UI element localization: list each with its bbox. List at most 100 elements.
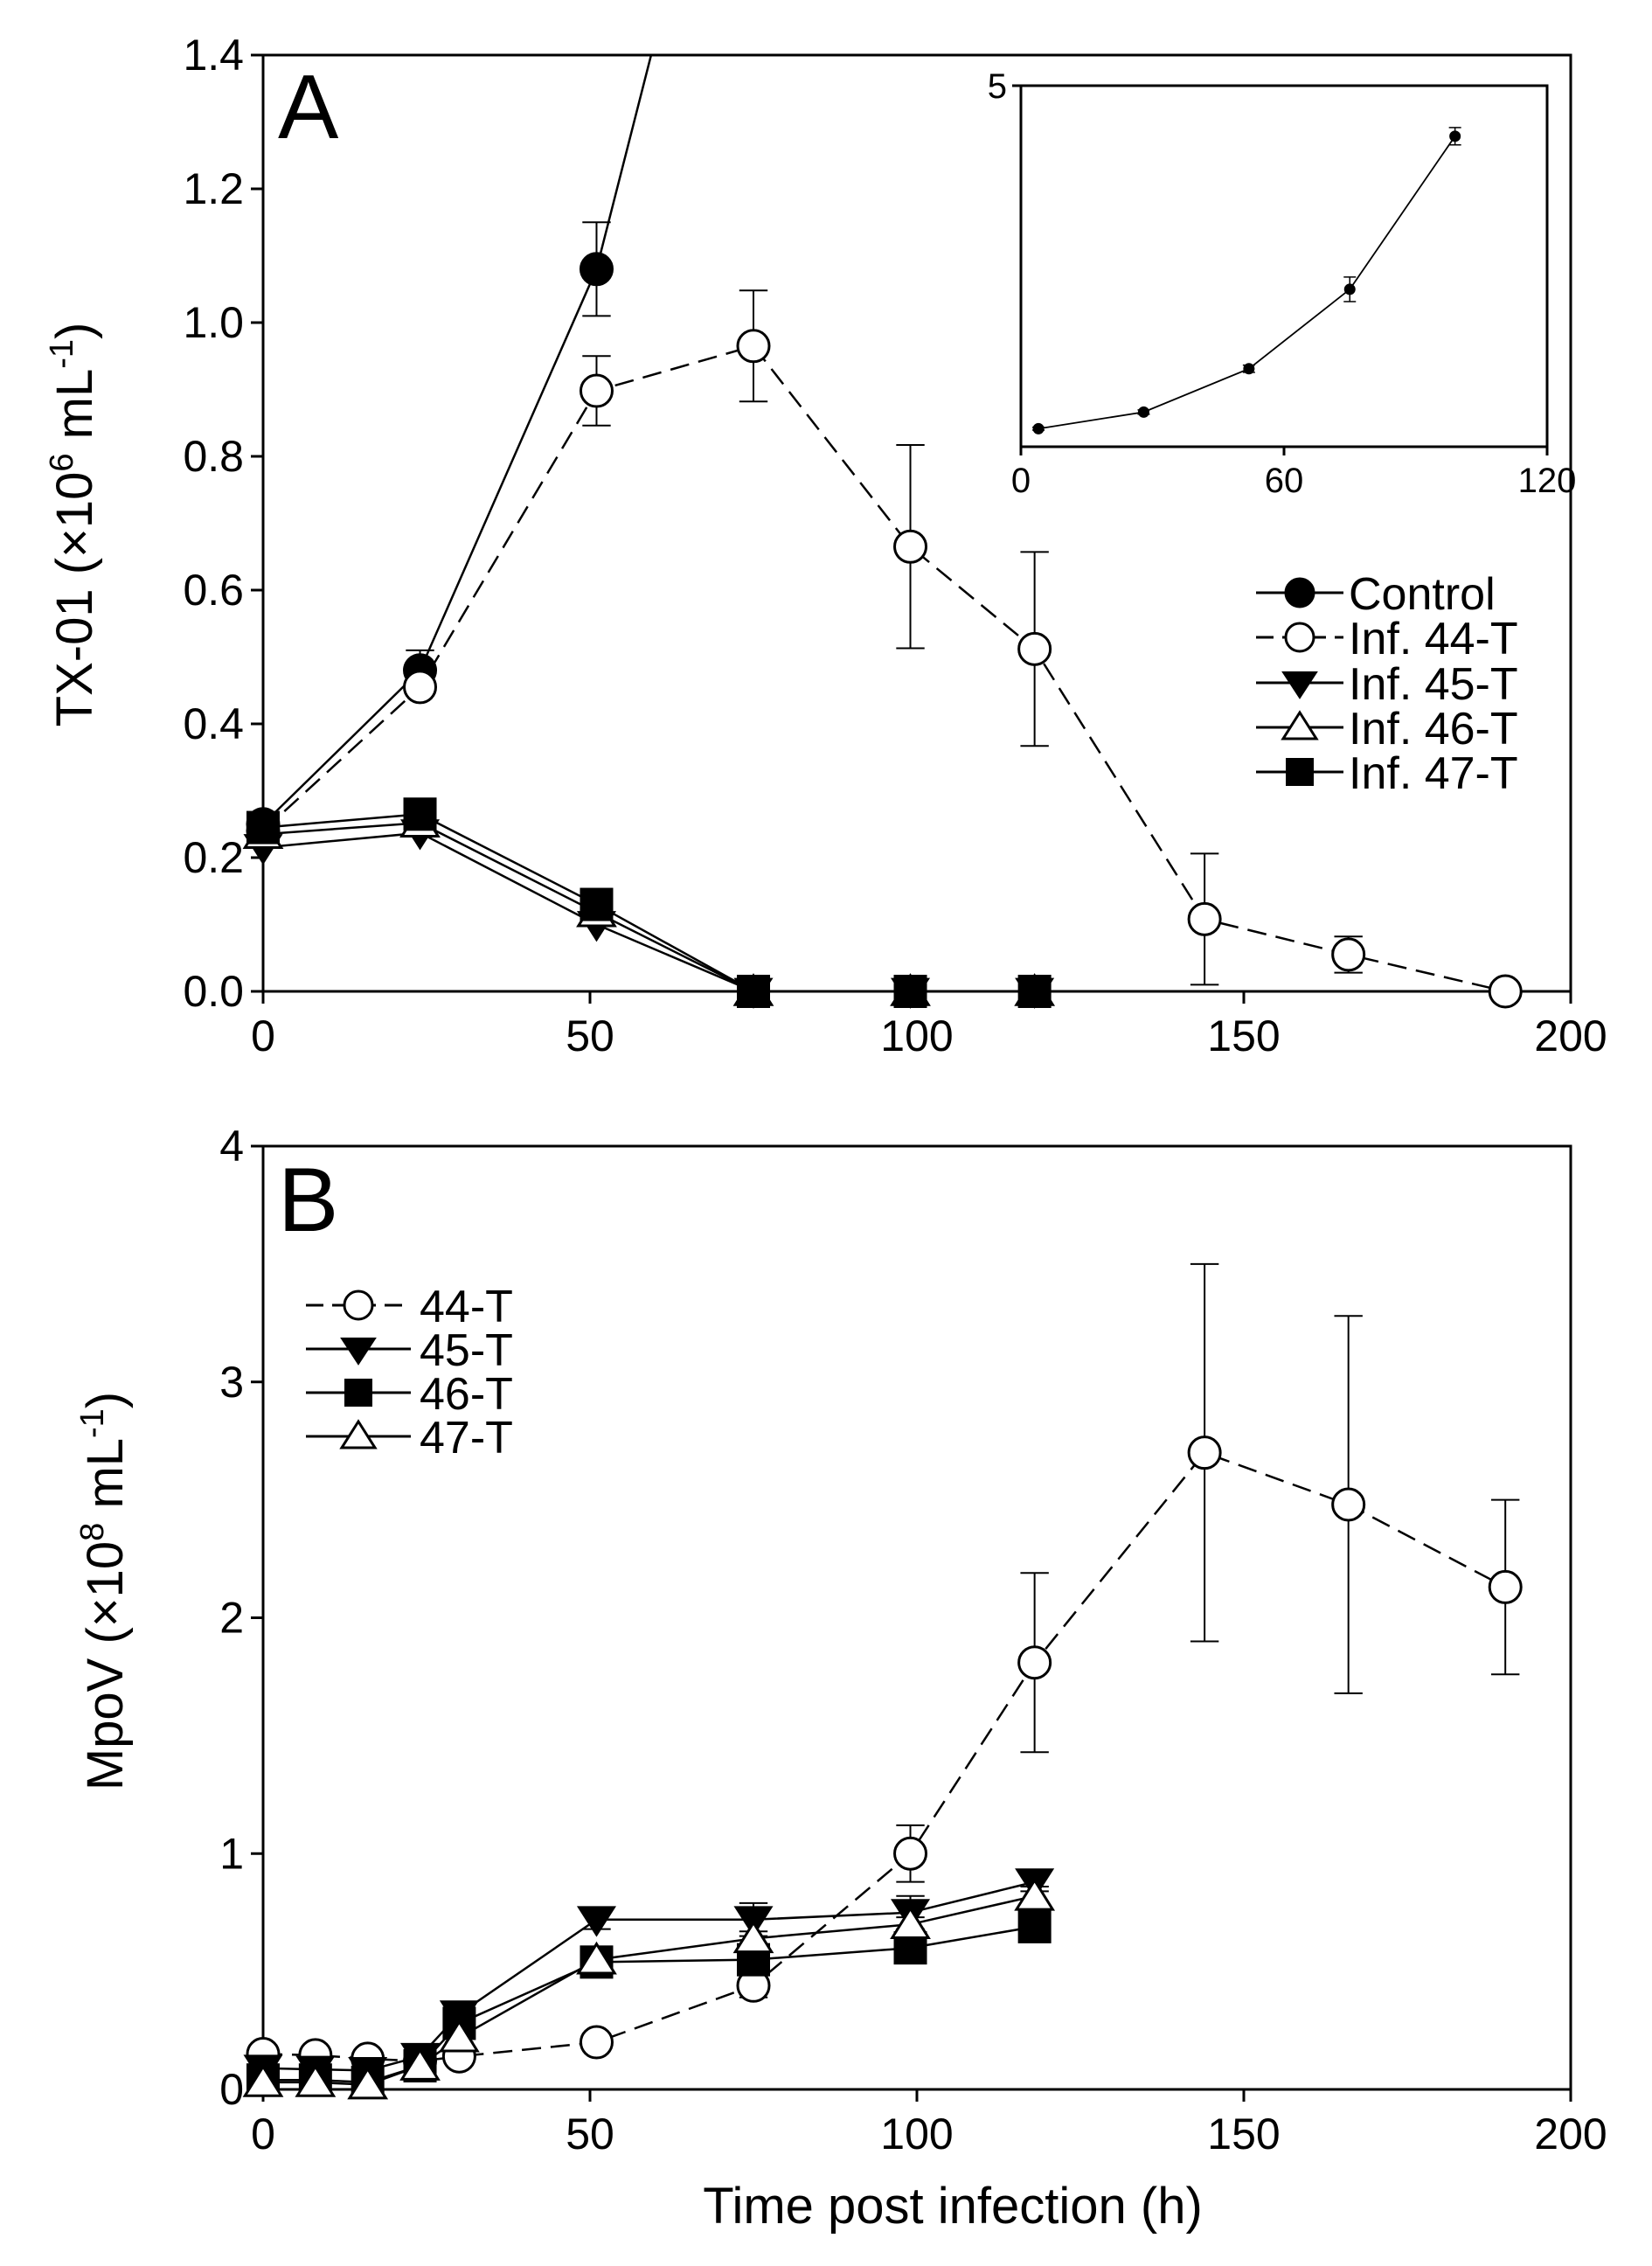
panel-a-point-inf-47-t bbox=[580, 887, 614, 921]
panel-a-y-tick-label: 1.4 bbox=[183, 31, 244, 80]
panel-a-x-tick-label: 0 bbox=[251, 1011, 275, 1060]
series-panel-a-inf-44-t bbox=[263, 344, 1506, 991]
legend-marker-47t bbox=[339, 1419, 378, 1449]
series-panel-a-control-marks bbox=[246, 221, 614, 842]
series-panel-a-inf-47-t-marks bbox=[246, 797, 1052, 1008]
panel-a-y-tick-label: 0.0 bbox=[183, 967, 244, 1016]
panel-b-axes: 0 50 100 150 200 0 1 2 3 4 bbox=[219, 1122, 1607, 2158]
panel-a-point-inf-47-t bbox=[403, 797, 437, 831]
panel-b-point-47-t bbox=[347, 2066, 389, 2100]
inset-point-control bbox=[1343, 283, 1356, 295]
panel-b-y-axis-title: MpoV (×108 mL-1) bbox=[74, 1392, 134, 1790]
panel-a-line-inf-44-t bbox=[263, 344, 1506, 991]
panel-a-y-tick-label: 0.2 bbox=[183, 833, 244, 882]
panel-a-y-tick-label: 1.2 bbox=[183, 164, 244, 213]
panel-b-legend: 44-T 45-T 46-T 47-T bbox=[306, 1282, 513, 1463]
legend-marker-control bbox=[1284, 577, 1315, 608]
panel-a-series bbox=[242, 55, 1523, 1009]
panel-b-y-tick-label: 2 bbox=[219, 1594, 244, 1643]
panel-a-y-tick-label: 0.4 bbox=[183, 699, 244, 748]
panel-a-point-inf-47-t bbox=[737, 975, 770, 1008]
panel-b-x-tick-label: 100 bbox=[880, 2110, 953, 2158]
panel-a-x-tick-label: 50 bbox=[566, 1011, 614, 1060]
series-panel-a-inf-46-t-marks bbox=[242, 804, 1056, 1006]
legend-label-44t: 44-T bbox=[420, 1282, 513, 1332]
legend-marker-inf-45t bbox=[1281, 671, 1318, 699]
series-panel-b-44-t bbox=[263, 1451, 1506, 2062]
panel-a-y-tick-label: 0.6 bbox=[183, 566, 244, 615]
panel-a-x-tick-label: 150 bbox=[1207, 1011, 1280, 1060]
legend-label-46t: 46-T bbox=[420, 1369, 513, 1420]
legend-label-inf-45t: Inf. 45-T bbox=[1349, 659, 1518, 710]
panel-b-y-tick-label: 1 bbox=[219, 1829, 244, 1878]
inset-plot-frame bbox=[1019, 84, 1549, 448]
panel-b-point-47-t bbox=[295, 2064, 337, 2097]
panel-a-point-inf-44-t bbox=[403, 670, 438, 705]
series-panel-a-control bbox=[263, 55, 653, 825]
panel-a-point-inf-44-t bbox=[1017, 631, 1052, 666]
panel-a-x-tick-label: 200 bbox=[1534, 1011, 1607, 1060]
panel-b-point-44-t bbox=[579, 2025, 614, 2060]
series-panel-a-inf-47-t bbox=[263, 812, 1035, 991]
panel-b-y-tick-label: 3 bbox=[219, 1358, 244, 1407]
inset-x-tick-label: 60 bbox=[1265, 462, 1304, 500]
inset-y-tick-label: 5 bbox=[988, 67, 1007, 106]
panel-b-point-47-t bbox=[576, 1941, 617, 1975]
legend-label-control: Control bbox=[1349, 569, 1496, 620]
panel-a-point-inf-47-t bbox=[893, 975, 927, 1008]
panel-a-point-inf-44-t bbox=[1187, 901, 1222, 936]
panel-b-point-45-t bbox=[576, 1906, 617, 1937]
panel-b-x-tick-label: 150 bbox=[1207, 2110, 1280, 2158]
inset-axes: 0 60 120 5 bbox=[988, 67, 1577, 500]
panel-b-point-44-t bbox=[1488, 1569, 1523, 1604]
panel-b-point-47-t bbox=[399, 2047, 441, 2081]
legend-marker-inf-46t bbox=[1281, 710, 1319, 740]
series-panel-a-inf-46-t bbox=[263, 821, 1035, 991]
x-axis-title: Time post infection (h) bbox=[703, 2178, 1203, 2235]
legend-marker-45t bbox=[340, 1338, 377, 1366]
legend-label-inf-44t: Inf. 44-T bbox=[1349, 614, 1518, 664]
panel-b-point-47-t bbox=[890, 1906, 931, 1939]
series-panel-a-inf-45-t-marks bbox=[243, 819, 1055, 1009]
legend-label-47t: 47-T bbox=[420, 1413, 513, 1463]
inset-point-control bbox=[1449, 130, 1461, 142]
panel-b-letter: B bbox=[278, 1150, 338, 1251]
series-panel-a-inf-45-t bbox=[263, 831, 1035, 991]
inset-point-control bbox=[1032, 422, 1045, 434]
panel-b-x-tick-label: 50 bbox=[566, 2110, 614, 2158]
panel-b-point-44-t bbox=[1017, 1645, 1052, 1680]
panel-b-point-44-t bbox=[893, 1836, 928, 1871]
legend-marker-inf-47t bbox=[1286, 758, 1314, 786]
legend-marker-46t bbox=[344, 1379, 372, 1407]
legend-label-45t: 45-T bbox=[420, 1325, 513, 1376]
panel-a-y-tick-label: 1.0 bbox=[183, 298, 244, 347]
panel-b-y-tick-label: 4 bbox=[219, 1122, 244, 1171]
legend-marker-44t bbox=[343, 1289, 374, 1321]
legend-label-inf-46t: Inf. 46-T bbox=[1349, 704, 1518, 754]
panel-a-point-inf-44-t bbox=[893, 529, 928, 564]
panel-b-point-47-t bbox=[242, 2064, 284, 2097]
panel-a-point-control bbox=[579, 252, 614, 287]
panel-b-point-47-t bbox=[439, 2019, 480, 2053]
inset-point-control bbox=[1137, 406, 1149, 418]
panel-b: 0 50 100 150 200 0 1 2 3 4 B MpoV (×108 mL-1) Tim… bbox=[74, 1122, 1607, 2235]
panel-a-point-inf-47-t bbox=[246, 810, 280, 845]
panel-a-y-tick-label: 0.8 bbox=[183, 432, 244, 481]
panel-a-line-inf-46-t bbox=[263, 821, 1035, 991]
panel-b-series bbox=[242, 1262, 1523, 2100]
legend-marker-inf-44t bbox=[1284, 622, 1315, 653]
panel-a-point-inf-44-t bbox=[736, 329, 771, 364]
panel-b-point-46-t bbox=[1017, 1909, 1052, 1943]
series-panel-a-inf-44-t-marks bbox=[246, 289, 1523, 1009]
panel-b-y-tick-label: 0 bbox=[219, 2065, 244, 2114]
inset-x-tick-label: 0 bbox=[1011, 462, 1031, 500]
panel-a-inset: 0 60 120 5 bbox=[988, 67, 1577, 500]
panel-a-x-tick-label: 100 bbox=[880, 1011, 953, 1060]
panel-b-x-tick-label: 0 bbox=[251, 2110, 275, 2158]
panel-a-point-inf-47-t bbox=[1017, 975, 1052, 1008]
inset-series bbox=[1032, 127, 1461, 434]
panel-a-point-inf-44-t bbox=[1488, 974, 1523, 1009]
